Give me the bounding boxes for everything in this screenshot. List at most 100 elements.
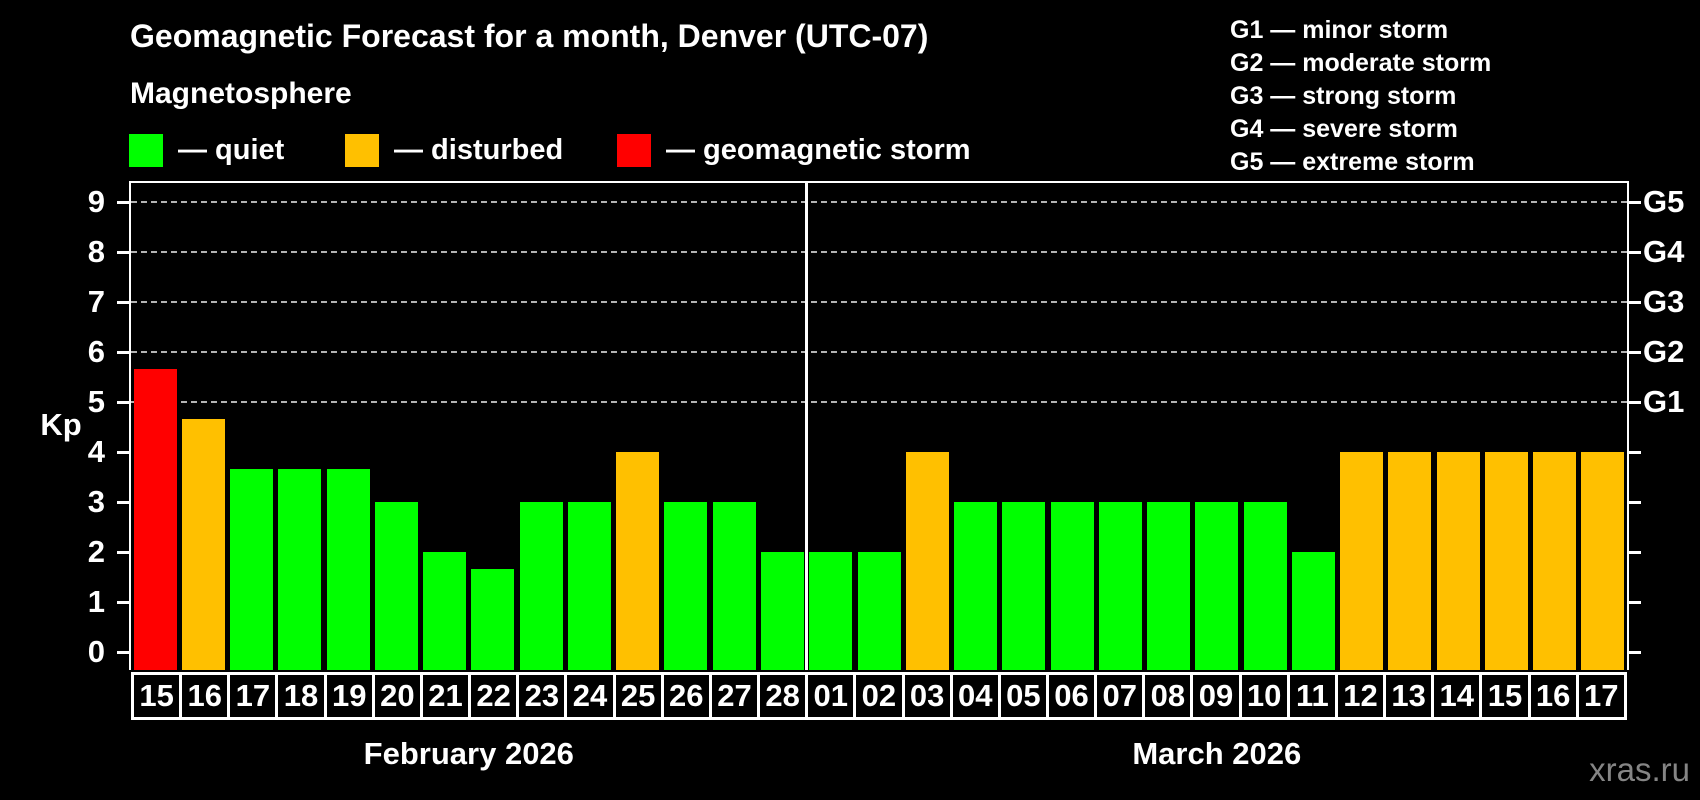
y-axis-tick-9 — [117, 200, 131, 204]
kp-bar-18 — [278, 468, 322, 670]
y-axis-tick-label-8: 8 — [87, 234, 105, 269]
g1-legend-line: G1 — minor storm — [1230, 16, 1449, 44]
day-cell-28: 28 — [757, 672, 809, 720]
g-scale-legend: G1 — minor storm G2 — moderate storm G3 … — [1230, 14, 1491, 179]
y-axis-tick-5 — [117, 400, 131, 404]
day-cell-10: 10 — [1238, 672, 1290, 720]
kp-bar-21 — [423, 552, 467, 670]
kp-bar-15 — [1484, 452, 1528, 670]
y-axis-tick-4 — [117, 450, 131, 454]
day-cell-05: 05 — [997, 672, 1049, 720]
day-cell-24: 24 — [564, 672, 616, 720]
right-axis-tick-4 — [1627, 450, 1641, 454]
day-cell-17: 17 — [227, 672, 279, 720]
g5-legend-line: G5 — extreme storm — [1230, 148, 1475, 176]
day-cell-21: 21 — [419, 672, 472, 720]
day-cell-26: 26 — [660, 672, 712, 720]
kp-bar-09 — [1195, 502, 1239, 670]
right-axis-tick-0 — [1627, 650, 1641, 654]
g4-legend-line: G4 — severe storm — [1230, 115, 1458, 143]
day-cell-02: 02 — [853, 672, 905, 720]
kp-bar-20 — [374, 502, 418, 670]
y-axis-tick-label-5: 5 — [87, 384, 105, 419]
chart-title: Geomagnetic Forecast for a month, Denver… — [130, 18, 929, 54]
legend-label-storm: — geomagnetic storm — [666, 134, 971, 166]
kp-bar-26 — [664, 502, 708, 670]
kp-bar-11 — [1291, 552, 1335, 670]
kp-bar-02 — [857, 552, 901, 670]
day-cell-23: 23 — [516, 672, 568, 720]
day-cell-13: 13 — [1383, 672, 1435, 720]
x-axis-day-row: 15 16 17 18 19 20 21 22 23 24 25 26 27 28 01 02 03 04 05 06… — [131, 672, 1627, 720]
y-axis-tick-6 — [117, 350, 131, 354]
right-axis-tick-2 — [1627, 550, 1641, 554]
day-cell-25: 25 — [612, 672, 664, 720]
kp-bar-06 — [1050, 502, 1094, 670]
y-axis-tick-label-7: 7 — [87, 284, 105, 319]
kp-bar-16 — [181, 418, 225, 670]
kp-bar-10 — [1243, 502, 1287, 670]
kp-bar-25 — [616, 452, 660, 670]
gridline-kp6 — [131, 351, 1627, 353]
g3-legend-line: G3 — strong storm — [1230, 82, 1457, 110]
kp-bar-17 — [1581, 452, 1625, 670]
kp-bar-13 — [1388, 452, 1432, 670]
kp-bar-05 — [1002, 502, 1046, 670]
right-axis-tick-3 — [1627, 500, 1641, 504]
right-axis-label-g2: G2 — [1643, 334, 1685, 369]
day-cell-15: 15 — [131, 672, 183, 720]
right-axis-tick-7 — [1627, 300, 1641, 304]
right-axis-tick-1 — [1627, 600, 1641, 604]
legend-item-disturbed: — disturbed — [345, 134, 563, 167]
day-cell-04: 04 — [949, 672, 1001, 720]
y-axis-tick-label-3: 3 — [87, 484, 105, 519]
watermark: xras.ru — [1589, 751, 1690, 788]
day-cell-18: 18 — [275, 672, 327, 720]
kp-bar-19 — [326, 468, 370, 670]
day-cell-08: 08 — [1142, 672, 1194, 720]
kp-bar-07 — [1098, 502, 1142, 670]
y-axis-tick-2 — [117, 550, 131, 554]
day-cell-15: 15 — [1479, 672, 1531, 720]
gridline-kp8 — [131, 251, 1627, 253]
day-cell-11: 11 — [1286, 672, 1338, 720]
y-axis-tick-label-9: 9 — [87, 184, 105, 219]
gridline-kp7 — [131, 301, 1627, 303]
y-axis-tick-label-0: 0 — [87, 634, 105, 669]
chart-subtitle: Magnetosphere — [130, 77, 352, 110]
day-cell-14: 14 — [1431, 672, 1483, 720]
day-cell-01: 01 — [805, 672, 857, 720]
right-axis-tick-6 — [1627, 350, 1641, 354]
legend-item-storm: — geomagnetic storm — [617, 134, 971, 167]
kp-bar-15 — [133, 368, 177, 670]
day-cell-07: 07 — [1094, 672, 1146, 720]
kp-bar-01 — [809, 552, 853, 670]
day-cell-22: 22 — [468, 672, 520, 720]
kp-bar-24 — [567, 502, 611, 670]
kp-bar-16 — [1533, 452, 1577, 670]
day-cell-06: 06 — [1045, 672, 1098, 720]
kp-bar-03 — [905, 452, 949, 670]
day-cell-17: 17 — [1575, 672, 1627, 720]
storm-color-swatch — [617, 134, 651, 167]
kp-bar-12 — [1340, 452, 1384, 670]
y-axis-tick-label-1: 1 — [87, 584, 105, 619]
day-cell-19: 19 — [323, 672, 375, 720]
right-axis-tick-9 — [1627, 200, 1641, 204]
kp-bar-27 — [712, 502, 756, 670]
legend-item-quiet: — quiet — [129, 134, 284, 167]
disturbed-color-swatch — [345, 134, 379, 167]
month-label-1: March 2026 — [1132, 736, 1302, 771]
y-axis-label: Kp — [40, 407, 82, 442]
kp-bar-23 — [519, 502, 563, 670]
right-axis-label-g1: G1 — [1643, 384, 1685, 419]
y-axis-tick-8 — [117, 250, 131, 254]
day-cell-12: 12 — [1334, 672, 1387, 720]
day-cell-03: 03 — [901, 672, 953, 720]
y-axis-tick-7 — [117, 300, 131, 304]
kp-bar-14 — [1436, 452, 1480, 670]
right-axis-label-g3: G3 — [1643, 284, 1685, 319]
y-axis-tick-label-6: 6 — [87, 334, 105, 369]
y-axis-tick-0 — [117, 650, 131, 654]
